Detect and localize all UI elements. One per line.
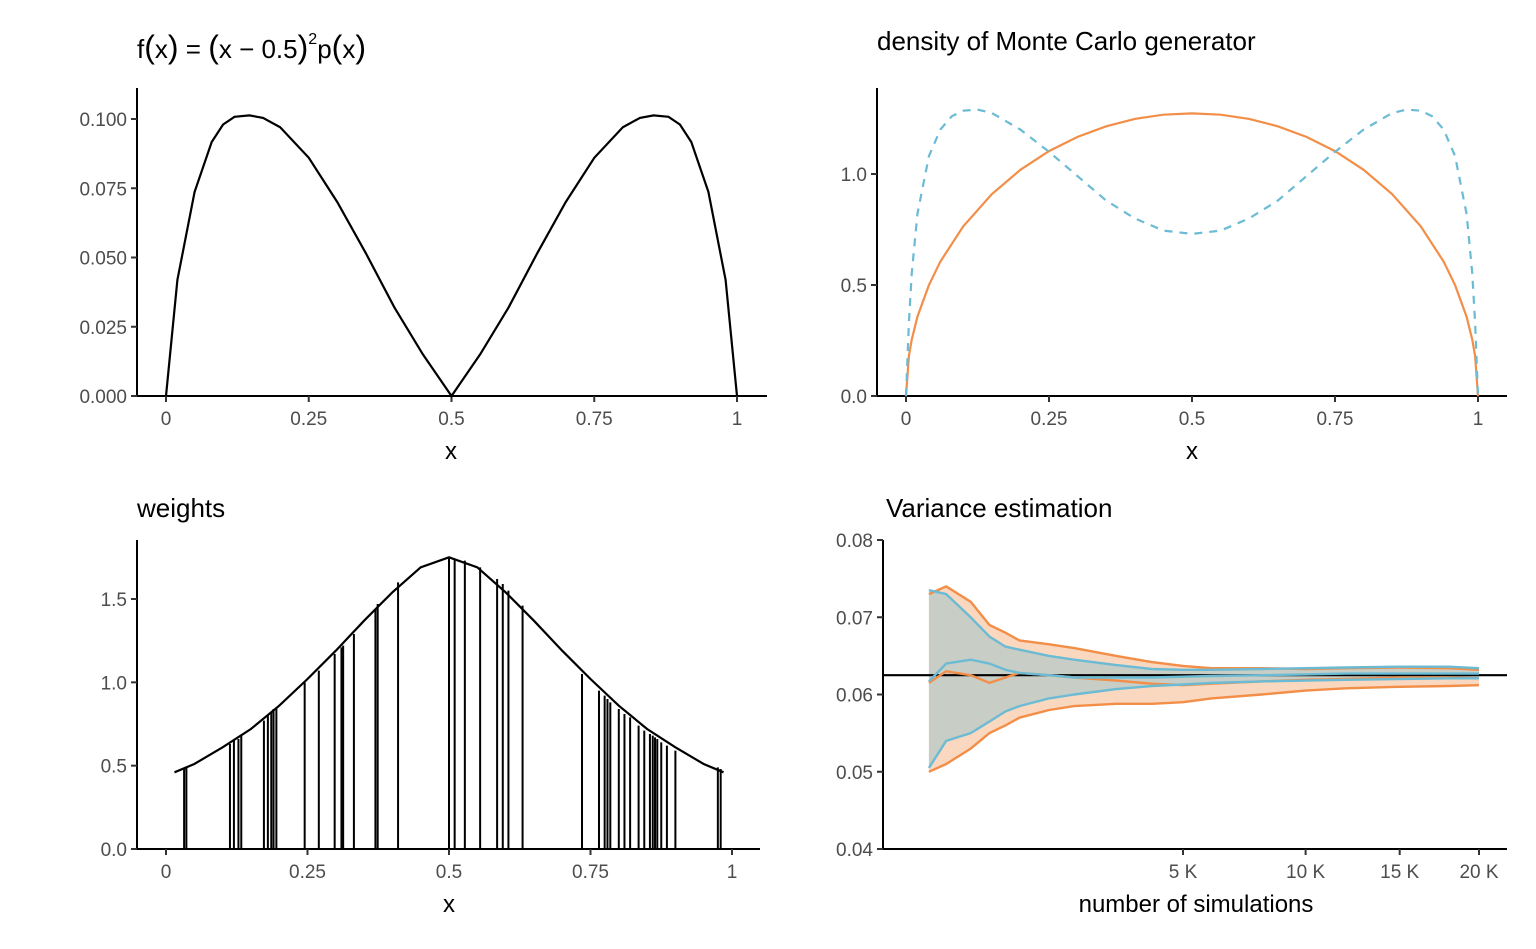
panel-variance: Variance estimation 5 K 10 K 15 K 20 K 0.04 0… xyxy=(836,493,1507,918)
y-tick-label: 0.050 xyxy=(79,249,127,270)
title-part: = xyxy=(179,34,209,64)
x-tick-label: 0.25 xyxy=(289,862,326,883)
title-part: x xyxy=(342,34,355,64)
panel-density: density of Monte Carlo generator 0 0.25 0.… xyxy=(841,26,1507,465)
panel-weights: weights 0 0.25 0.5 0.75 1 0.0 0.5 1.0 1.5 x xyxy=(101,493,760,918)
title-part: x − 0.5 xyxy=(219,34,298,64)
x-tick-label: 15 K xyxy=(1380,862,1419,883)
x-tick-label: 0.25 xyxy=(1031,409,1068,430)
y-tick-label: 0.04 xyxy=(836,840,873,861)
y-tick-label: 0.05 xyxy=(836,763,873,784)
x-tick-label: 0.5 xyxy=(438,409,464,430)
series-line-lower xyxy=(927,677,1479,769)
y-tick-label: 0.08 xyxy=(836,531,873,552)
y-tick-label: 0.025 xyxy=(79,318,127,339)
y-tick-label: 0.06 xyxy=(836,686,873,707)
x-tick-label: 1 xyxy=(732,409,743,430)
x-tick-label: 20 K xyxy=(1459,862,1498,883)
y-tick-label: 0.5 xyxy=(841,276,867,297)
x-tick-label: 0.75 xyxy=(572,862,609,883)
panel-title-density: density of Monte Carlo generator xyxy=(877,26,1256,56)
plot-area: 0 0.25 0.5 0.75 1 0.0 0.5 1.0 1.5 x xyxy=(101,540,760,918)
series-line xyxy=(164,114,739,398)
series-line-lower xyxy=(928,684,1480,773)
y-tick-label: 1.5 xyxy=(101,590,127,611)
y-tick-label: 1.0 xyxy=(101,673,127,694)
title-part: ( xyxy=(332,29,343,65)
series-line-solid xyxy=(904,112,1480,397)
x-tick-label: 0.75 xyxy=(576,409,613,430)
y-tick-label: 1.0 xyxy=(841,165,867,186)
series-line-upper xyxy=(928,589,1480,671)
y-tick-label: 0.100 xyxy=(79,110,127,131)
title-superscript: 2 xyxy=(308,31,317,48)
x-tick-label: 5 K xyxy=(1169,862,1198,883)
x-tick-label: 0.5 xyxy=(436,862,462,883)
title-part: ( xyxy=(208,29,219,65)
series-line-dashed xyxy=(904,108,1480,397)
x-axis-title: x xyxy=(1186,438,1198,465)
y-tick-label: 0.075 xyxy=(79,179,127,200)
confidence-band xyxy=(928,590,1479,768)
title-part: ) xyxy=(355,29,366,65)
series-line-mean xyxy=(928,658,1479,683)
y-tick-label: 0.07 xyxy=(836,608,873,629)
panel-f-of-x: f(x) = (x − 0.5)2p(x) 0 0.25 0.5 0.75 10.000… xyxy=(79,29,767,465)
x-tick-label: 0 xyxy=(161,862,172,883)
title-part: ) xyxy=(298,29,309,65)
x-tick-label: 0 xyxy=(901,409,912,430)
x-tick-label: 1 xyxy=(727,862,738,883)
x-tick-label: 1 xyxy=(1473,409,1484,430)
panel-title-variance: Variance estimation xyxy=(886,493,1112,523)
title-part: ) xyxy=(168,29,179,65)
title-part: p xyxy=(317,34,331,64)
title-part: f xyxy=(137,34,145,64)
y-tick-label: 0.5 xyxy=(101,757,127,778)
y-tick-label: 0.0 xyxy=(101,840,127,861)
panel-title-weights: weights xyxy=(136,493,225,523)
x-axis-title: number of simulations xyxy=(1079,891,1314,918)
x-axis-title: x xyxy=(443,891,455,918)
y-tick-label: 0.0 xyxy=(841,387,867,408)
x-tick-label: 0.5 xyxy=(1179,409,1205,430)
y-tick-label: 0.000 xyxy=(79,387,127,408)
x-axis-title: x xyxy=(445,438,457,465)
plot-area: 5 K 10 K 15 K 20 K 0.04 0.05 0.06 0.07 0.08 numbe… xyxy=(836,531,1507,918)
panel-title-f-of-x: f(x) = (x − 0.5)2p(x) xyxy=(137,29,366,65)
weight-curve xyxy=(174,556,724,774)
x-tick-label: 10 K xyxy=(1286,862,1325,883)
title-part: ( xyxy=(144,29,155,65)
confidence-band xyxy=(928,586,1479,772)
title-part: x xyxy=(155,34,168,64)
plot-area: 0 0.25 0.5 0.75 1 0.000 0.025 0.050 0.075 0.100 x xyxy=(79,88,767,465)
x-tick-label: 0 xyxy=(161,409,172,430)
plot-area: 0 0.25 0.5 0.75 1 0.0 0.5 1.0 x xyxy=(841,88,1507,465)
x-tick-label: 0.25 xyxy=(290,409,327,430)
x-tick-label: 0.75 xyxy=(1317,409,1354,430)
